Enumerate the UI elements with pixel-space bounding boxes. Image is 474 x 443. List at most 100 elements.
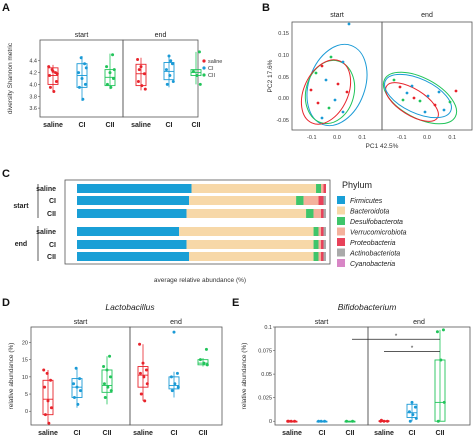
facet-frame-end xyxy=(381,21,473,131)
data-point xyxy=(379,418,383,422)
y-tick-label: 0.025 xyxy=(258,396,272,402)
box-end-CI xyxy=(163,54,175,88)
data-point xyxy=(317,419,321,423)
confidence-ellipse xyxy=(384,73,452,119)
bar-segment-bacteroidota xyxy=(189,252,314,261)
x-category-label-CII: CII xyxy=(436,430,445,437)
box-start-CII xyxy=(344,419,356,423)
stacked-bar-end-CI xyxy=(77,240,326,249)
x-category-label-CII: CII xyxy=(199,430,208,437)
row-label-saline: saline xyxy=(36,186,56,193)
box-body xyxy=(168,376,180,390)
data-point xyxy=(448,100,452,104)
bar-segment-desulfobacterota xyxy=(313,227,319,236)
x-category-label-CI: CI xyxy=(171,430,178,437)
data-point xyxy=(287,419,291,423)
data-point xyxy=(103,395,107,399)
x-category-label-saline: saline xyxy=(38,430,58,437)
bar-segment-firmicutes xyxy=(77,240,187,249)
data-point xyxy=(442,400,446,404)
data-point xyxy=(329,55,333,59)
data-point xyxy=(142,72,146,76)
data-point xyxy=(109,85,113,89)
y-axis-label: diversity Shannon metric xyxy=(7,42,14,114)
data-point xyxy=(49,406,53,410)
x-tick-label: 0.0 xyxy=(333,135,341,141)
facet-label-start: start xyxy=(315,319,329,326)
data-point xyxy=(172,330,176,334)
box-end-CI xyxy=(168,330,180,398)
x-category-label-saline: saline xyxy=(133,430,153,437)
row-label-CI: CI xyxy=(49,242,56,249)
data-point xyxy=(437,90,441,94)
legend-label-cyanobacteria: Cyanobacteria xyxy=(350,261,395,268)
y-tick-label: 4.2 xyxy=(29,71,37,77)
bar-segment-verrucomicrobiota xyxy=(318,240,322,249)
panel-title: Lactobacillus xyxy=(105,302,155,312)
data-point xyxy=(442,108,446,112)
panel-a-shannon-diversity: start end 3.6 3.8 4.0 4.2 4.4 diversity Shannon… xyxy=(7,32,222,129)
bar-segment-verrucomicrobiota xyxy=(318,252,322,261)
confidence-ellipse xyxy=(300,59,352,125)
x-category-label-saline: saline xyxy=(374,430,394,437)
box-start-CI xyxy=(76,55,88,102)
y-tick-label: 0.1 xyxy=(264,325,272,331)
panel-label-a: A xyxy=(2,2,10,14)
facet-label-end: end xyxy=(155,32,167,39)
facet-label-end: end xyxy=(413,319,425,326)
data-point xyxy=(168,74,172,78)
data-point xyxy=(195,74,199,78)
bar-segment-verrucomicrobiota xyxy=(303,196,319,205)
data-point xyxy=(142,375,146,379)
facet-frame-end xyxy=(129,326,223,426)
data-point xyxy=(333,98,337,102)
data-point xyxy=(347,22,351,26)
data-point xyxy=(423,110,427,114)
panel-b-pca-scatter: start -0.1 0.0 0.1 end -0.1 0.0 0.1 0.15 0.10 0.05… xyxy=(267,12,473,150)
row-label-CII: CII xyxy=(47,254,56,261)
bar-segment-proteobacteria xyxy=(318,196,324,205)
facet-frame-start xyxy=(274,326,369,426)
y-tick-label: 5 xyxy=(25,392,28,398)
significance-star: * xyxy=(411,345,414,352)
x-tick-label: -0.1 xyxy=(397,135,406,141)
data-point xyxy=(48,85,52,89)
bar-segment-desulfobacterota xyxy=(296,196,304,205)
data-point xyxy=(106,385,110,389)
y-axis-label: PC2 17.6% xyxy=(267,59,274,92)
bar-segment-verrucomicrobiota xyxy=(321,184,324,193)
data-point xyxy=(336,82,340,86)
group-label-start: start xyxy=(13,203,29,210)
data-point xyxy=(202,361,206,365)
data-point xyxy=(441,328,445,332)
data-point xyxy=(77,71,81,75)
box-body xyxy=(42,379,54,416)
x-category-label-CII: CII xyxy=(346,430,355,437)
data-point xyxy=(102,365,106,369)
y-tick-label: 0.05 xyxy=(261,372,272,378)
data-point xyxy=(76,402,80,406)
x-tick-label: 0.1 xyxy=(358,135,366,141)
data-point xyxy=(78,377,82,381)
data-point xyxy=(54,79,58,83)
data-point xyxy=(435,330,439,334)
data-point xyxy=(345,419,349,423)
legend-swatch-bacteroidota xyxy=(337,206,345,215)
legend-label-bacteroidota: Bacteroidota xyxy=(350,209,389,216)
data-point xyxy=(309,88,313,92)
data-point xyxy=(83,62,87,66)
data-point xyxy=(108,354,112,358)
box-end-saline xyxy=(135,57,147,91)
bar-segment-proteobacteria xyxy=(321,240,324,249)
bar-segment-desulfobacterota xyxy=(306,209,314,218)
data-point xyxy=(81,97,85,101)
box-start-CI xyxy=(71,366,83,408)
data-point xyxy=(176,385,180,389)
box-start-CII xyxy=(104,53,116,90)
y-axis-label: relative abundance (%) xyxy=(8,343,15,410)
facet-label-end: end xyxy=(170,319,182,326)
legend-title: Phylum xyxy=(342,180,372,190)
box-end-CII xyxy=(197,347,209,367)
bar-segment-desulfobacterota xyxy=(313,252,319,261)
legend-dot-CI xyxy=(202,66,206,70)
